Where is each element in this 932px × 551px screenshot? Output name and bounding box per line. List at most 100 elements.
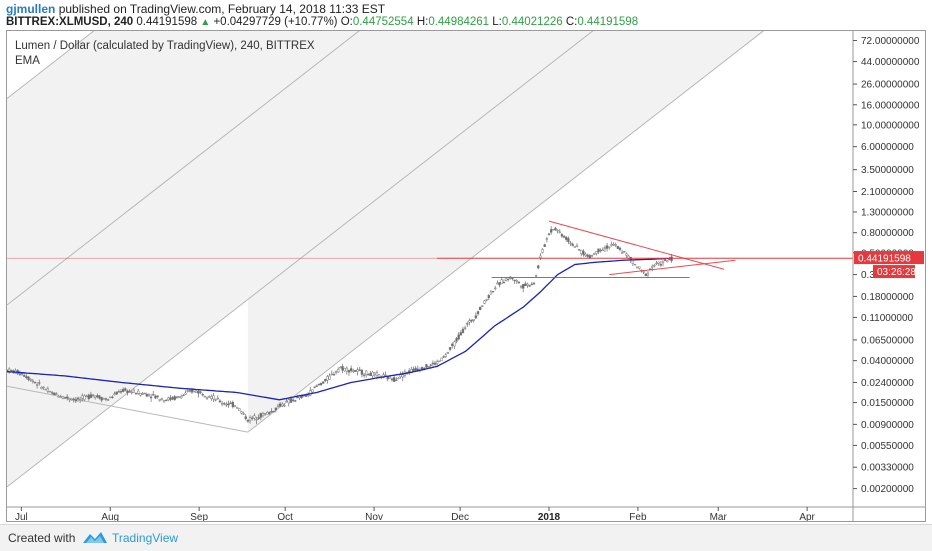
candle-body	[334, 371, 338, 373]
candle-body	[436, 361, 439, 365]
candle-body	[158, 399, 161, 401]
candle-body	[190, 389, 194, 393]
price-axis[interactable]: 72.00000000 44.00000000 26.00000000 16.0000…	[853, 36, 920, 495]
candle-body	[597, 248, 600, 253]
candle-body	[345, 367, 348, 372]
chart-panel[interactable]: 72.00000000 44.00000000 26.00000000 16.0000…	[6, 30, 926, 522]
candle-body	[565, 237, 568, 240]
candle-body	[356, 369, 359, 372]
candle-body	[203, 395, 207, 398]
candle-body	[109, 396, 112, 398]
candle-body	[276, 405, 280, 408]
candle-body	[238, 408, 241, 411]
tradingview-brand[interactable]: TradingView	[112, 531, 179, 545]
countdown-badge	[873, 265, 915, 279]
candle-body	[31, 380, 34, 382]
candle-body	[343, 367, 346, 372]
x-tick-label: 2018	[538, 512, 561, 521]
candle-body	[63, 397, 67, 399]
candle-body	[225, 403, 228, 406]
candle-body	[188, 390, 191, 392]
candle-body	[296, 396, 299, 399]
candle-body	[444, 354, 447, 357]
candle-body	[220, 403, 224, 405]
candle-body	[489, 291, 493, 295]
candle-body	[620, 252, 624, 254]
candle-body	[294, 400, 297, 402]
candle-body	[199, 391, 202, 393]
up-arrow-icon: ▲	[200, 17, 211, 28]
candle-body	[100, 397, 103, 401]
candle-body	[442, 356, 445, 358]
candle-body	[605, 245, 609, 249]
candle-body	[20, 373, 24, 375]
candle-body	[504, 278, 508, 281]
candle-body	[160, 398, 164, 400]
candle-body	[18, 373, 22, 375]
candle-body	[91, 394, 95, 396]
candle-body	[289, 398, 293, 403]
candle-body	[27, 376, 30, 380]
open-label: O:	[340, 16, 353, 28]
candle-body	[182, 394, 185, 397]
candle-body	[616, 245, 619, 249]
y-tick-label: 0.18000000	[861, 292, 914, 303]
candle-body	[541, 249, 544, 253]
candle-body	[440, 357, 443, 361]
price-chart[interactable]: 72.00000000 44.00000000 26.00000000 16.0000…	[7, 31, 925, 521]
candle-body	[223, 403, 226, 405]
candle-body	[468, 320, 471, 323]
candle-body	[8, 368, 11, 373]
candle-body	[502, 281, 505, 284]
ema-layer	[7, 257, 673, 401]
author-username[interactable]: gjmullen	[6, 2, 56, 16]
regression-channel	[7, 31, 765, 488]
candle-body	[573, 246, 576, 248]
candle-body	[85, 395, 88, 397]
tradingview-logo-icon[interactable]	[82, 529, 108, 545]
candle-body	[25, 376, 28, 379]
candle-body	[625, 253, 628, 256]
candle-body	[87, 394, 90, 400]
high-label: H:	[416, 16, 429, 28]
candle-body	[397, 377, 400, 380]
candle-body	[354, 370, 357, 372]
candle-body	[651, 265, 654, 268]
publish-header: gjmullen published on TradingView.com, F…	[6, 2, 385, 16]
candle-body	[642, 271, 645, 273]
candle-body	[83, 395, 86, 400]
candle-body	[300, 395, 303, 398]
candle-body	[242, 413, 245, 415]
candle-body	[23, 375, 26, 377]
symbol-name: BITTREX:XLMUSD, 240	[6, 16, 134, 28]
candle-body	[257, 417, 260, 420]
candle-body	[152, 394, 155, 396]
candle-body	[558, 231, 561, 233]
y-tick-label: 2.10000000	[861, 187, 914, 198]
candle-body	[141, 393, 144, 395]
candle-body	[429, 364, 432, 366]
candle-body	[524, 283, 527, 286]
footer: Created with TradingView	[0, 524, 932, 551]
time-axis[interactable]: Jul Aug Sep Oct Nov Dec 2018 Feb Mar Apr	[15, 507, 816, 521]
drawings	[7, 220, 853, 279]
candle-body	[72, 398, 75, 401]
candle-body	[375, 372, 379, 376]
candle-body	[595, 251, 598, 254]
candle-body	[57, 395, 60, 398]
candle-body	[612, 243, 615, 246]
close-value: 0.44191598	[577, 16, 639, 28]
indicator-label[interactable]: EMA	[15, 55, 40, 67]
candle-body	[51, 392, 54, 394]
candle-body	[554, 227, 557, 231]
candle-body	[485, 299, 488, 301]
candle-body	[472, 319, 475, 321]
candle-body	[255, 419, 258, 421]
x-tick-label: Apr	[799, 512, 815, 521]
candle-body	[311, 389, 314, 393]
candle-body	[40, 387, 43, 389]
candle-body	[218, 400, 222, 403]
candle-body	[550, 229, 553, 233]
candle-body	[455, 338, 458, 342]
candle-body	[186, 390, 189, 392]
